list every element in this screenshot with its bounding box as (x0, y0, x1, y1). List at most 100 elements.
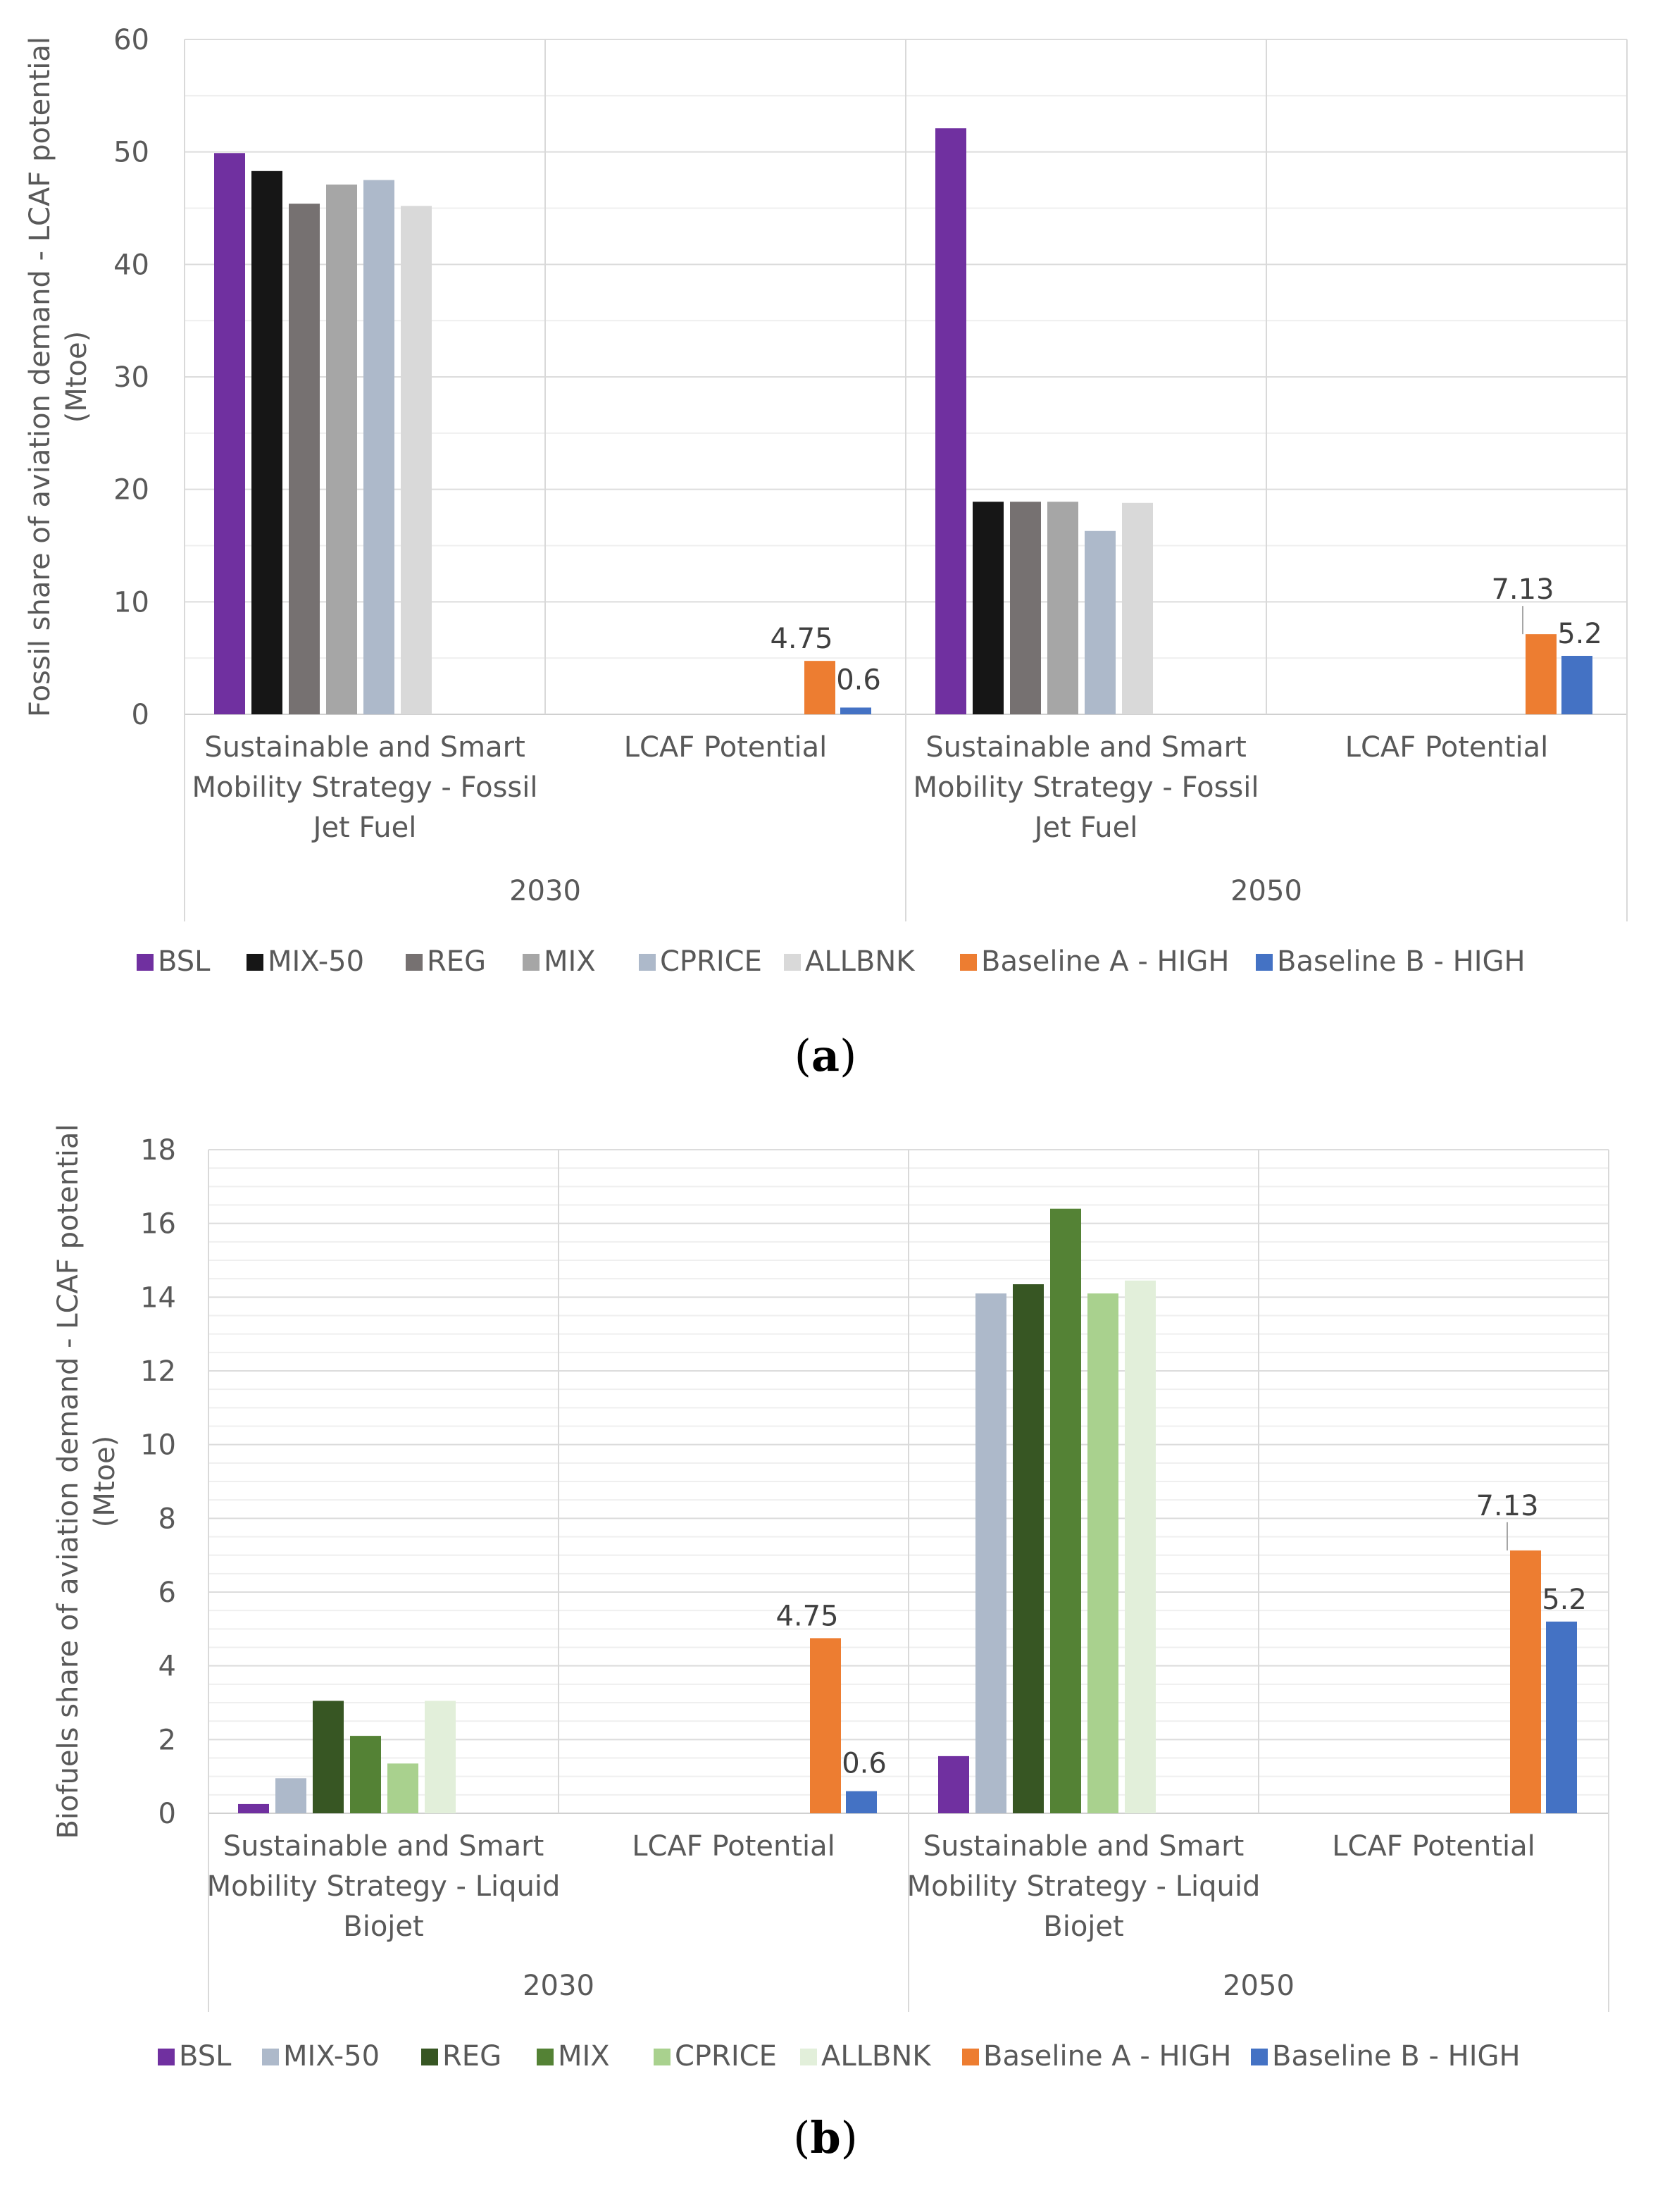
y-axis-title: (Mtoe) (61, 331, 93, 423)
data-label-baseline-a-high: 7.13 (1476, 1490, 1538, 1522)
legend-swatch (247, 954, 263, 971)
bar-mix-50-2030 (251, 170, 282, 714)
category-label: LCAF Potential (1345, 731, 1549, 764)
legend-label: Baseline A - HIGH (981, 945, 1229, 978)
legend-label: ALLBNK (821, 2040, 932, 2073)
legend-item-baseline-b-high: Baseline B - HIGH (1256, 945, 1526, 978)
legend-swatch (1251, 2049, 1268, 2065)
bar-baseline-b-high-2030 (846, 1791, 877, 1813)
y-tick-label: 6 (158, 1577, 176, 1609)
group-label-2030: 2030 (523, 1970, 594, 2002)
legend-swatch (960, 954, 977, 971)
group-label-2050: 2050 (1223, 1970, 1295, 2002)
bar-baseline-b-high-2030 (840, 707, 871, 714)
y-tick-label: 8 (158, 1503, 176, 1535)
category-label: Mobility Strategy - Liquid (907, 1870, 1261, 1903)
group-label-2050: 2050 (1230, 875, 1302, 907)
legend-swatch (800, 2049, 817, 2065)
legend-swatch (639, 954, 656, 971)
category-label: Biojet (1043, 1910, 1123, 1943)
legend-label: MIX-50 (283, 2040, 380, 2073)
bar-bsl-2050 (935, 128, 966, 715)
legend-label: ALLBNK (805, 945, 916, 978)
panel-label: (b) (793, 2112, 858, 2163)
legend-item-mix: MIX (523, 945, 596, 978)
y-tick-label: 50 (113, 137, 149, 169)
legend-swatch (523, 954, 540, 971)
category-label: Sustainable and Smart (223, 1830, 544, 1863)
legend-item-baseline-a-high: Baseline A - HIGH (962, 2040, 1231, 2073)
bar-cprice-2030 (363, 180, 394, 715)
bar-bsl-2030 (238, 1803, 269, 1813)
legend-item-mix-50: MIX-50 (247, 945, 364, 978)
y-axis-title: Biofuels share of aviation demand - LCAF… (52, 1124, 85, 1839)
legend-item-baseline-a-high: Baseline A - HIGH (960, 945, 1229, 978)
legend-item-mix: MIX (537, 2040, 610, 2073)
bar-allbnk-2050 (1125, 1280, 1156, 1813)
bar-mix-50-2050 (975, 1293, 1006, 1813)
y-tick-label: 20 (113, 474, 149, 507)
y-tick-label: 0 (132, 699, 149, 731)
category-label: Biojet (343, 1910, 423, 1943)
legend-item-mix-50: MIX-50 (262, 2040, 380, 2073)
bar-bsl-2030 (214, 153, 245, 715)
bar-cprice-2030 (387, 1763, 418, 1813)
category-label: Mobility Strategy - Fossil (913, 771, 1259, 804)
category-label: Sustainable and Smart (923, 1830, 1245, 1863)
legend-swatch (137, 954, 154, 971)
bar-mix-50-2030 (275, 1778, 306, 1813)
legend-item-allbnk: ALLBNK (800, 2040, 932, 2073)
legend-swatch (421, 2049, 438, 2065)
y-tick-label: 40 (113, 249, 149, 281)
bar-baseline-a-high-2030 (810, 1638, 841, 1813)
bar-bsl-2050 (938, 1756, 969, 1813)
data-label-baseline-a-high: 7.13 (1491, 573, 1554, 606)
bar-baseline-b-high-2050 (1546, 1621, 1577, 1813)
bar-mix-2050 (1047, 502, 1078, 714)
legend-swatch (406, 954, 423, 971)
bar-mix-50-2050 (973, 502, 1004, 714)
y-tick-label: 0 (158, 1798, 176, 1830)
bar-baseline-a-high-2050 (1510, 1550, 1541, 1813)
bar-baseline-a-high-2030 (804, 661, 835, 714)
bar-baseline-b-high-2050 (1561, 655, 1592, 714)
legend-item-bsl: BSL (137, 945, 211, 978)
legend-item-reg: REG (421, 2040, 501, 2073)
data-label-baseline-b-high: 5.2 (1557, 618, 1602, 650)
category-label: Sustainable and Smart (925, 731, 1247, 764)
y-tick-label: 10 (113, 586, 149, 619)
legend-label: Baseline A - HIGH (983, 2040, 1231, 2073)
category-label: LCAF Potential (624, 731, 828, 764)
y-tick-label: 16 (140, 1208, 176, 1241)
bar-reg-2050 (1013, 1284, 1044, 1813)
y-tick-label: 10 (140, 1429, 176, 1462)
category-label: LCAF Potential (1332, 1830, 1535, 1863)
bar-cprice-2050 (1087, 1293, 1118, 1813)
panel-label: (a) (794, 1030, 857, 1081)
legend-swatch (784, 954, 801, 971)
bar-mix-2030 (350, 1736, 381, 1813)
legend-item-bsl: BSL (158, 2040, 232, 2073)
legend-swatch (158, 2049, 175, 2065)
legend-item-allbnk: ALLBNK (784, 945, 916, 978)
bar-allbnk-2030 (401, 206, 432, 715)
data-label-baseline-b-high: 0.6 (836, 664, 881, 696)
legend-swatch (1256, 954, 1273, 971)
category-label: LCAF Potential (632, 1830, 835, 1863)
legend-label: Baseline B - HIGH (1277, 945, 1526, 978)
category-label: Mobility Strategy - Fossil (192, 771, 538, 804)
bar-reg-2050 (1010, 502, 1041, 714)
bar-mix-2030 (326, 184, 357, 715)
category-label: Jet Fuel (1033, 812, 1138, 844)
y-tick-label: 60 (113, 24, 149, 56)
data-label-baseline-b-high: 5.2 (1542, 1584, 1587, 1616)
data-label-baseline-b-high: 0.6 (842, 1748, 887, 1780)
legend-item-cprice: CPRICE (639, 945, 762, 978)
legend-label: Baseline B - HIGH (1272, 2040, 1521, 2073)
legend-swatch (654, 2049, 671, 2065)
legend-item-baseline-b-high: Baseline B - HIGH (1251, 2040, 1521, 2073)
data-label-baseline-a-high: 4.75 (770, 623, 832, 655)
legend-item-cprice: CPRICE (654, 2040, 777, 2073)
